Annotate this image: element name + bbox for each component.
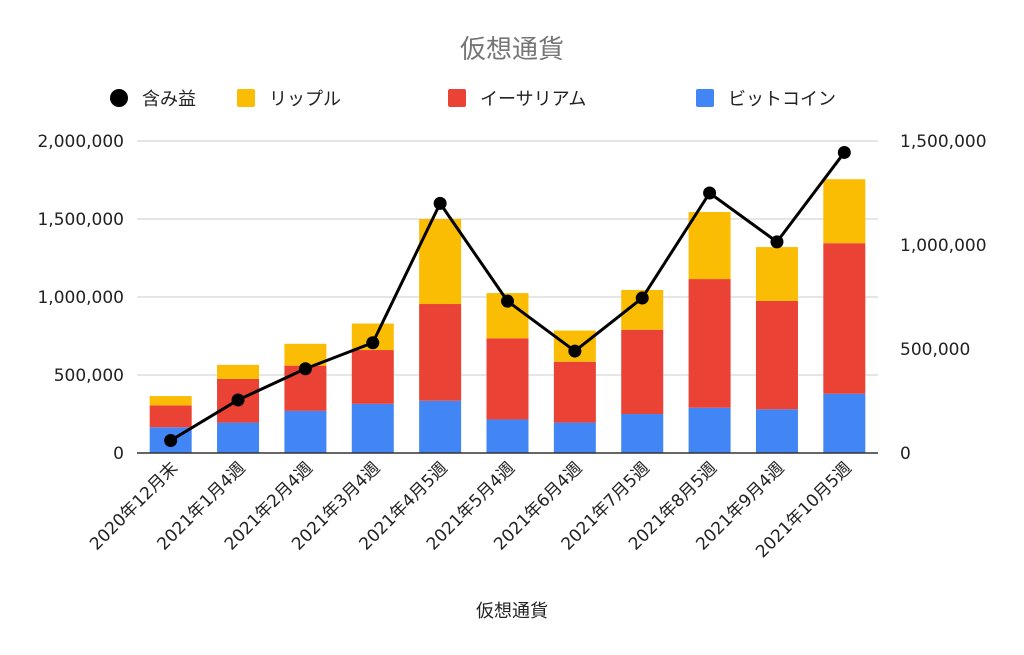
legend-swatch: [696, 89, 714, 107]
bar-segment: [823, 393, 866, 453]
legend-label: ビットコイン: [728, 89, 836, 110]
bar-segment: [688, 407, 731, 453]
bar-segment: [823, 243, 866, 394]
bar-segment: [284, 410, 327, 453]
y-left-tick-label: 0: [113, 444, 124, 464]
line-point: [501, 294, 514, 308]
y-right-tick-label: 1,500,000: [900, 132, 987, 152]
bar-segment: [823, 179, 866, 244]
y-axis-left: 0 500,000 1,000,000 1,500,000 2,000,000: [37, 132, 124, 464]
bar-segment: [755, 409, 798, 453]
bar-segment: [553, 422, 596, 453]
y-right-tick-label: 1,000,000: [900, 236, 987, 256]
line-point: [568, 344, 582, 358]
bar-segment: [688, 211, 731, 280]
line-point: [164, 434, 178, 448]
y-left-tick-label: 1,000,000: [37, 288, 124, 308]
bar-segment: [284, 343, 327, 366]
line-point: [433, 196, 447, 210]
bar-segment: [486, 419, 529, 453]
y-left-tick-label: 1,500,000: [37, 210, 124, 230]
line-point: [298, 362, 312, 376]
bar-segment: [217, 364, 260, 379]
y-axis-right: 0 500,000 1,000,000 1,500,000: [900, 132, 987, 464]
bar-segment: [149, 405, 192, 428]
bar-segment: [755, 247, 798, 301]
bar-segment: [351, 403, 394, 453]
legend-label: リップル: [269, 89, 341, 110]
x-axis: 2020年12月末2021年1月4週2021年2月4週2021年3月4週2021…: [86, 458, 856, 562]
bar-segment: [755, 300, 798, 410]
line-point: [231, 393, 245, 407]
bar-segment: [419, 304, 462, 401]
bar-segment: [553, 361, 596, 423]
line-point: [366, 336, 380, 350]
y-right-tick-label: 500,000: [900, 340, 970, 360]
bar-segment: [486, 338, 529, 420]
bar-segment: [621, 329, 664, 414]
y-left-tick-label: 2,000,000: [37, 132, 124, 152]
legend-label: 含み益: [142, 89, 196, 110]
legend-swatch: [448, 89, 466, 107]
legend-label: イーサリアム: [480, 89, 586, 110]
legend-swatch: [110, 89, 128, 107]
bar-segment: [688, 279, 731, 408]
bar-segment: [621, 414, 664, 453]
legend: 含み益 リップル イーサリアム ビットコイン: [110, 89, 836, 110]
y-left-tick-label: 500,000: [54, 366, 124, 386]
bar-segment: [351, 350, 394, 404]
line-point: [770, 235, 784, 249]
bars-layer: [137, 179, 878, 454]
y-right-tick-label: 0: [900, 444, 911, 464]
line-point: [703, 186, 717, 200]
line-point: [635, 291, 649, 305]
bar-segment: [419, 400, 462, 453]
line-point: [837, 145, 851, 159]
x-axis-label: 仮想通貨: [476, 601, 548, 622]
line-layer: [164, 145, 851, 448]
bar-segment: [217, 422, 260, 453]
chart-title: 仮想通貨: [460, 35, 564, 65]
bar-segment: [149, 396, 192, 406]
legend-swatch: [237, 89, 255, 107]
